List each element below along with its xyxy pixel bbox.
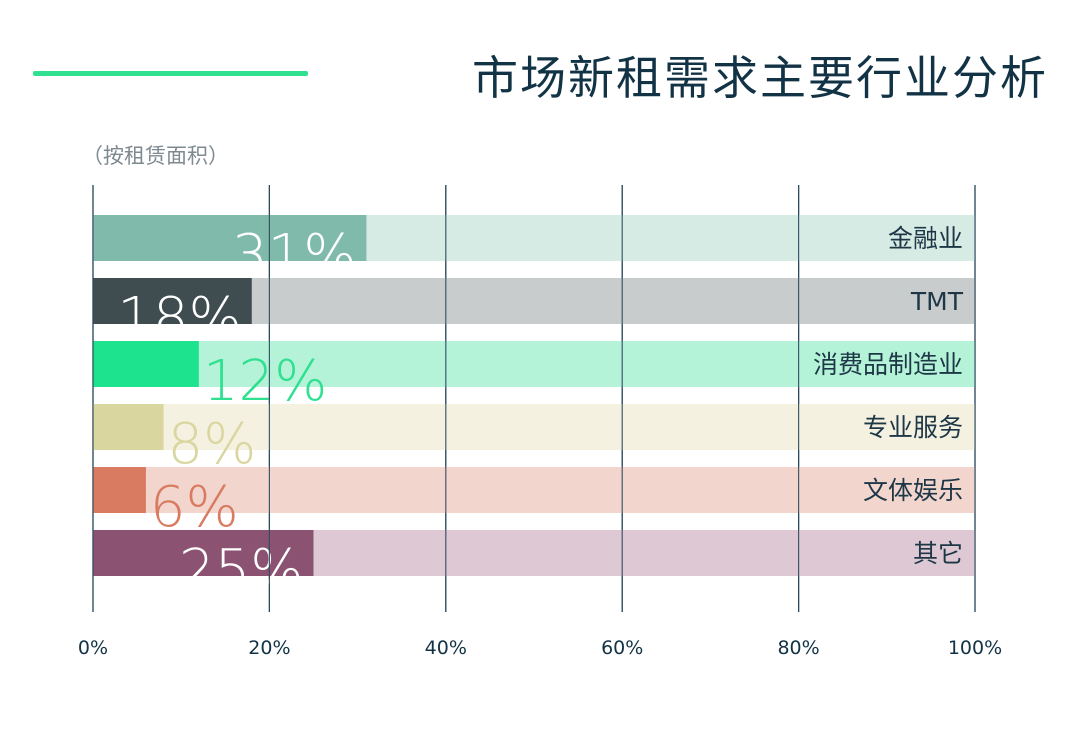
- data-label: 6%: [150, 475, 239, 540]
- category-label: 消费品制造业: [813, 350, 963, 379]
- x-tick-label: 60%: [601, 637, 643, 659]
- x-tick-label: 80%: [777, 637, 819, 659]
- chart-title: 市场新租需求主要行业分析: [472, 51, 1048, 105]
- bar: [93, 530, 314, 576]
- accent-line: [33, 71, 308, 76]
- x-tick-label: 100%: [948, 637, 1002, 659]
- data-label: 12%: [203, 349, 327, 414]
- x-tick-label: 40%: [425, 637, 467, 659]
- category-label: TMT: [910, 287, 964, 316]
- bar: [93, 404, 164, 450]
- bar-track: [93, 467, 975, 513]
- category-label: 专业服务: [863, 413, 963, 442]
- x-tick-label: 20%: [248, 637, 290, 659]
- data-label: 8%: [168, 412, 257, 477]
- bar: [93, 278, 252, 324]
- bar-track: [93, 341, 975, 387]
- data-label: 25%: [179, 538, 303, 603]
- bar-track: [93, 404, 975, 450]
- bar: [93, 215, 367, 261]
- chart-subtitle: （按租赁面积）: [82, 144, 229, 168]
- data-label: 18%: [117, 286, 241, 351]
- bar: [93, 341, 199, 387]
- category-label: 文体娱乐: [863, 476, 963, 505]
- x-tick-label: 0%: [78, 637, 108, 659]
- bar: [93, 467, 146, 513]
- category-label: 其它: [913, 539, 963, 568]
- data-label: 31%: [232, 223, 356, 288]
- category-label: 金融业: [888, 224, 963, 253]
